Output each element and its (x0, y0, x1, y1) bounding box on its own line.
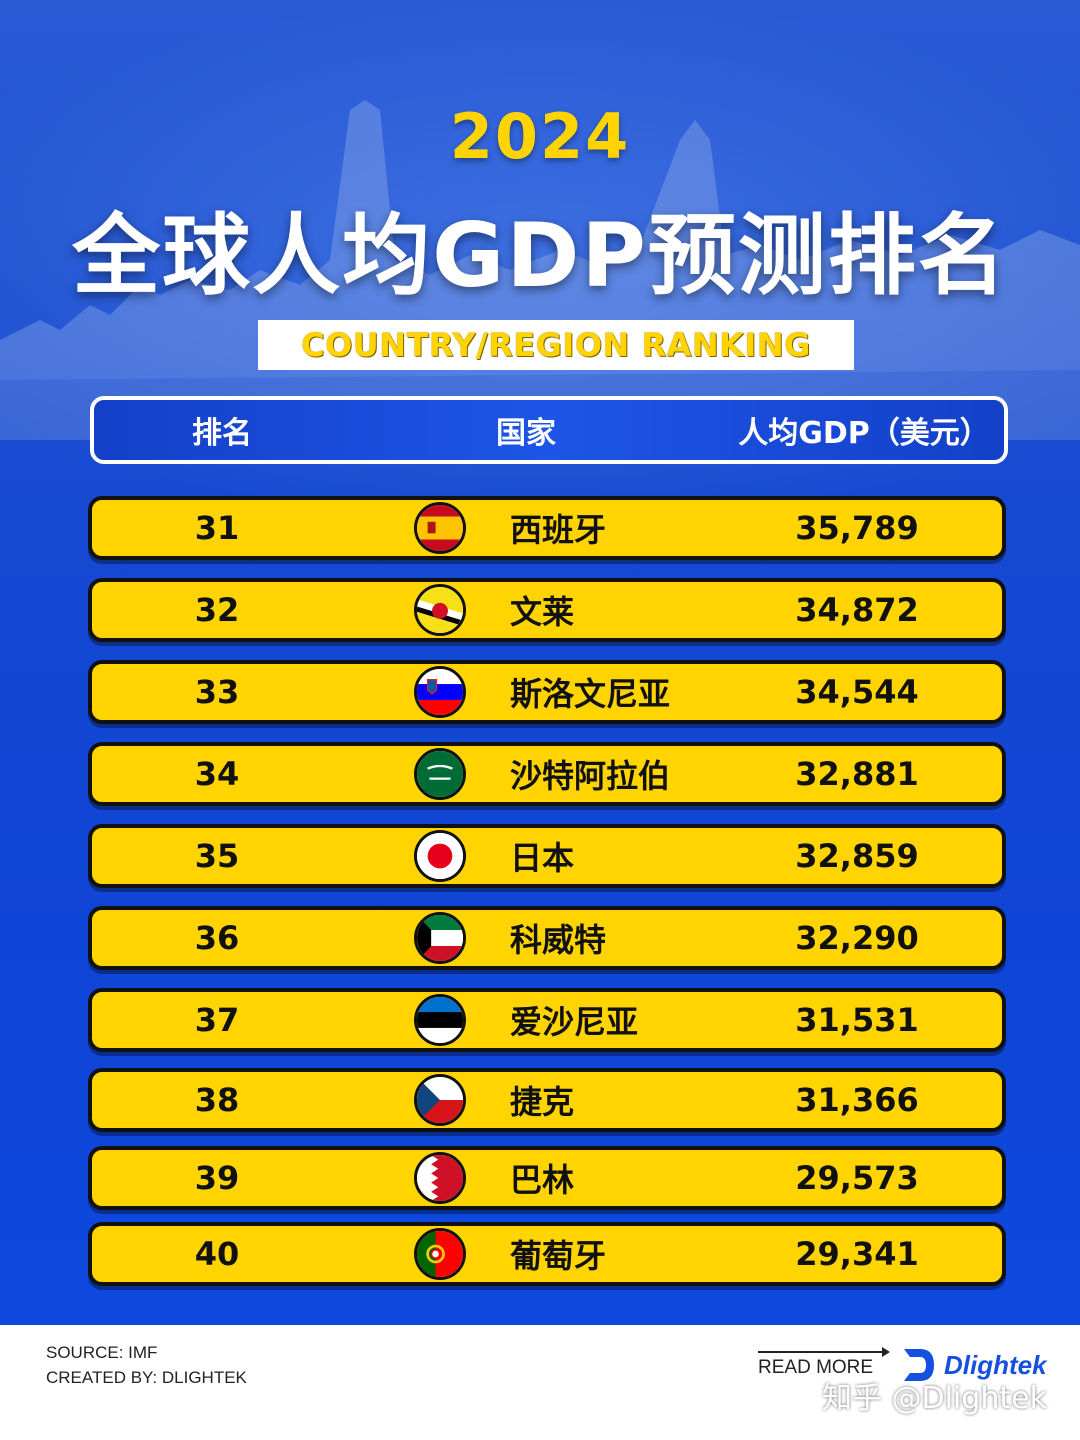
dlightek-logo-icon (904, 1349, 934, 1381)
row-rank: 36 (194, 919, 240, 957)
bahrain-flag-icon (414, 1152, 466, 1204)
footer-credits: SOURCE: IMF CREATED BY: DLIGHTEK (46, 1340, 247, 1390)
row-country: 科威特 (510, 921, 607, 959)
subtitle: COUNTRY/REGION RANKING (301, 326, 811, 364)
row-country: 捷克 (510, 1083, 575, 1121)
column-header-rank: 排名 (192, 416, 252, 451)
read-more-link[interactable]: READ MORE (758, 1357, 874, 1378)
row-country: 巴林 (510, 1161, 575, 1199)
created-by-text: CREATED BY: DLIGHTEK (46, 1368, 247, 1387)
source-text: SOURCE: IMF (46, 1343, 158, 1362)
czech-flag-icon (414, 1074, 466, 1126)
row-gdp: 29,573 (795, 1159, 919, 1197)
row-rank: 35 (194, 837, 240, 875)
row-country: 文莱 (510, 593, 575, 631)
table-row: 36 科威特 32,290 (88, 906, 1006, 970)
year-heading: 2024 (449, 100, 631, 173)
row-rank: 34 (194, 755, 240, 793)
row-gdp: 29,341 (795, 1235, 919, 1273)
row-country: 日本 (510, 839, 575, 877)
table-row: 40 葡萄牙 29,341 (88, 1222, 1006, 1286)
table-row: 39 巴林 29,573 (88, 1146, 1006, 1210)
row-country: 沙特阿拉伯 (510, 757, 671, 795)
brand-name: Dlightek (944, 1349, 1047, 1380)
row-gdp: 32,881 (795, 755, 919, 793)
row-country: 西班牙 (510, 511, 607, 549)
table-row: 37 爱沙尼亚 31,531 (88, 988, 1006, 1052)
spain-flag-icon (414, 502, 466, 554)
row-rank: 31 (194, 509, 240, 547)
brand-logo: Dlightek (898, 1345, 1047, 1385)
estonia-flag-icon (414, 994, 466, 1046)
row-country: 爱沙尼亚 (510, 1003, 639, 1041)
footer: SOURCE: IMF CREATED BY: DLIGHTEK READ MO… (0, 1325, 1080, 1440)
row-gdp: 32,859 (795, 837, 919, 875)
row-country: 葡萄牙 (510, 1237, 607, 1275)
table-row: 35 日本 32,859 (88, 824, 1006, 888)
column-header-gdp: 人均GDP（美元） (738, 416, 990, 451)
arrow-right-icon (758, 1347, 890, 1357)
row-gdp: 34,872 (795, 591, 919, 629)
japan-flag-icon (414, 830, 466, 882)
row-rank: 32 (194, 591, 240, 629)
row-gdp: 35,789 (795, 509, 919, 547)
table-row: 33 斯洛文尼亚 34,544 (88, 660, 1006, 724)
table-row: 31 西班牙 35,789 (88, 496, 1006, 560)
row-gdp: 32,290 (795, 919, 919, 957)
portugal-flag-icon (414, 1228, 466, 1280)
slovenia-flag-icon (414, 666, 466, 718)
kuwait-flag-icon (414, 912, 466, 964)
page-title: 全球人均GDP预测排名 (72, 204, 1008, 307)
row-rank: 40 (194, 1235, 240, 1273)
table-row: 34 沙特阿拉伯 32,881 (88, 742, 1006, 806)
subtitle-banner: COUNTRY/REGION RANKING (258, 320, 854, 370)
row-rank: 37 (194, 1001, 240, 1039)
brunei-flag-icon (414, 584, 466, 636)
table-row: 38 捷克 31,366 (88, 1068, 1006, 1132)
table-row: 32 文莱 34,872 (88, 578, 1006, 642)
column-header-country: 国家 (496, 416, 556, 451)
saudi-arabia-flag-icon (414, 748, 466, 800)
row-rank: 33 (194, 673, 240, 711)
row-rank: 38 (194, 1081, 240, 1119)
row-rank: 39 (194, 1159, 240, 1197)
row-country: 斯洛文尼亚 (510, 675, 671, 713)
row-gdp: 31,531 (795, 1001, 919, 1039)
table-header: 排名 国家 人均GDP（美元） (90, 396, 1008, 464)
row-gdp: 34,544 (795, 673, 919, 711)
zhihu-watermark: 知乎 @Dlightek (822, 1381, 1047, 1416)
row-gdp: 31,366 (795, 1081, 919, 1119)
